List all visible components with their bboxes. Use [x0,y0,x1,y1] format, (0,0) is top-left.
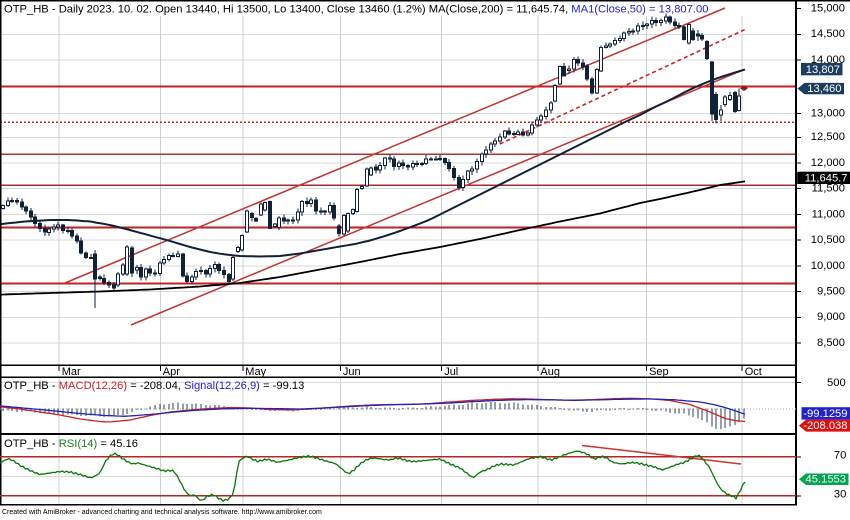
svg-text:9,000: 9,000 [817,311,845,323]
svg-text:14,500: 14,500 [811,28,845,40]
svg-text:10,000: 10,000 [811,260,845,272]
svg-text:Mar: Mar [62,366,81,378]
svg-text:500: 500 [827,377,846,389]
svg-text:15,000: 15,000 [811,3,845,15]
svg-text:13,807: 13,807 [806,64,840,76]
svg-text:11,645.7: 11,645.7 [805,173,848,185]
svg-text:11,500: 11,500 [812,183,845,195]
svg-text:8,500: 8,500 [817,337,845,349]
svg-text:30: 30 [834,488,846,500]
svg-text:13,460: 13,460 [807,83,841,95]
svg-text:Apr: Apr [163,366,180,378]
svg-text:45.1553: 45.1553 [806,474,846,486]
svg-text:OTP_HB - RSI(14) = 45.16: OTP_HB - RSI(14) = 45.16 [4,438,138,450]
svg-text:OTP_HB - MACD(12,26) = -208.04: OTP_HB - MACD(12,26) = -208.04, Signal(1… [4,380,304,392]
svg-text:70: 70 [834,450,846,462]
svg-text:13,000: 13,000 [811,107,845,119]
svg-text:OTP_HB - Daily 2023. 10. 02. O: OTP_HB - Daily 2023. 10. 02. Open 13440,… [4,4,708,16]
svg-text:-208.038: -208.038 [803,420,847,432]
svg-text:10,500: 10,500 [811,234,845,246]
svg-text:May: May [245,366,266,378]
svg-text:Created with AmiBroker - advan: Created with AmiBroker - advanced charti… [2,509,322,516]
svg-text:Sep: Sep [649,366,669,378]
svg-text:Aug: Aug [540,366,560,378]
svg-text:Jun: Jun [343,366,361,378]
svg-text:14,000: 14,000 [811,54,845,66]
svg-text:11,000: 11,000 [812,208,845,220]
svg-text:12,500: 12,500 [811,131,845,143]
svg-text:9,500: 9,500 [817,286,845,298]
svg-text:Oct: Oct [745,366,762,378]
svg-text:12,000: 12,000 [811,157,845,169]
svg-text:-99.1259: -99.1259 [803,408,847,420]
svg-text:Jul: Jul [444,366,458,378]
